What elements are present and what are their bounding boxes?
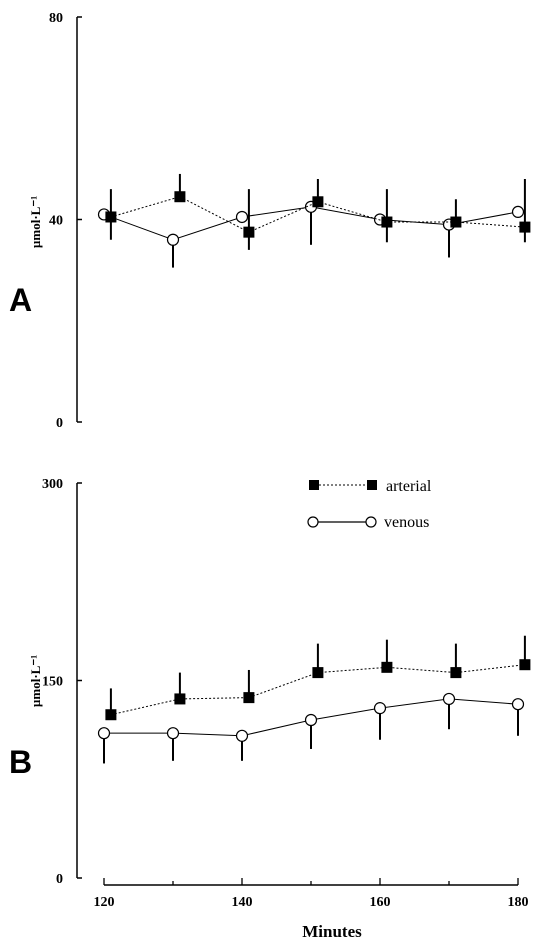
arterial-point xyxy=(312,667,324,679)
venous-point xyxy=(511,205,525,219)
panel-label-a: A xyxy=(9,282,32,318)
x-tick-label: 160 xyxy=(370,895,391,910)
venous-point xyxy=(166,233,180,246)
venous-point xyxy=(235,729,249,742)
y-tick-label: 300 xyxy=(42,477,63,492)
legend-arterial-marker-right xyxy=(367,480,377,490)
legend-arterial-marker-left xyxy=(309,480,319,490)
legend: arterial venous xyxy=(307,478,432,531)
y-tick-label: 0 xyxy=(56,416,63,431)
arterial-point xyxy=(174,693,186,705)
legend-venous-marker-right xyxy=(365,516,377,528)
arterial-point xyxy=(519,221,531,233)
arterial-point xyxy=(243,226,255,238)
y-axis-label-b: µmol·L⁻¹ xyxy=(28,655,43,707)
venous-point xyxy=(97,727,111,740)
venous-point xyxy=(166,727,180,740)
y-tick-label: 40 xyxy=(49,214,63,229)
y-axis-label-a: µmol·L⁻¹ xyxy=(28,196,43,248)
venous-point xyxy=(304,713,318,727)
legend-venous-label: venous xyxy=(384,514,429,531)
arterial-point xyxy=(105,211,117,223)
venous-point xyxy=(511,698,525,711)
arterial-point xyxy=(381,661,393,673)
chart-panel-a: A µmol·L⁻¹ 0 40 80 xyxy=(9,11,531,431)
y-tick-label: 150 xyxy=(42,675,63,690)
arterial-point xyxy=(450,667,462,679)
arterial-point xyxy=(519,659,531,671)
x-axis-label: Minutes xyxy=(302,922,362,940)
x-tick-label: 120 xyxy=(94,895,115,910)
y-tick-label: 80 xyxy=(49,11,63,26)
x-tick-label: 180 xyxy=(508,895,529,910)
arterial-point xyxy=(105,709,117,721)
arterial-point xyxy=(174,191,186,203)
venous-point xyxy=(235,210,249,224)
chart-panel-b: B µmol·L⁻¹ Minutes arterial venous 0 150 3… xyxy=(9,477,531,940)
venous-point xyxy=(442,692,456,706)
panel-label-b: B xyxy=(9,744,32,780)
arterial-point xyxy=(243,692,255,704)
arterial-point xyxy=(450,216,462,228)
x-tick-label: 140 xyxy=(232,895,253,910)
venous-point xyxy=(373,702,387,715)
legend-arterial-label: arterial xyxy=(386,478,432,495)
arterial-point xyxy=(381,216,393,228)
legend-venous-marker-left xyxy=(307,516,319,528)
arterial-point xyxy=(312,196,324,208)
y-tick-label: 0 xyxy=(56,872,63,887)
